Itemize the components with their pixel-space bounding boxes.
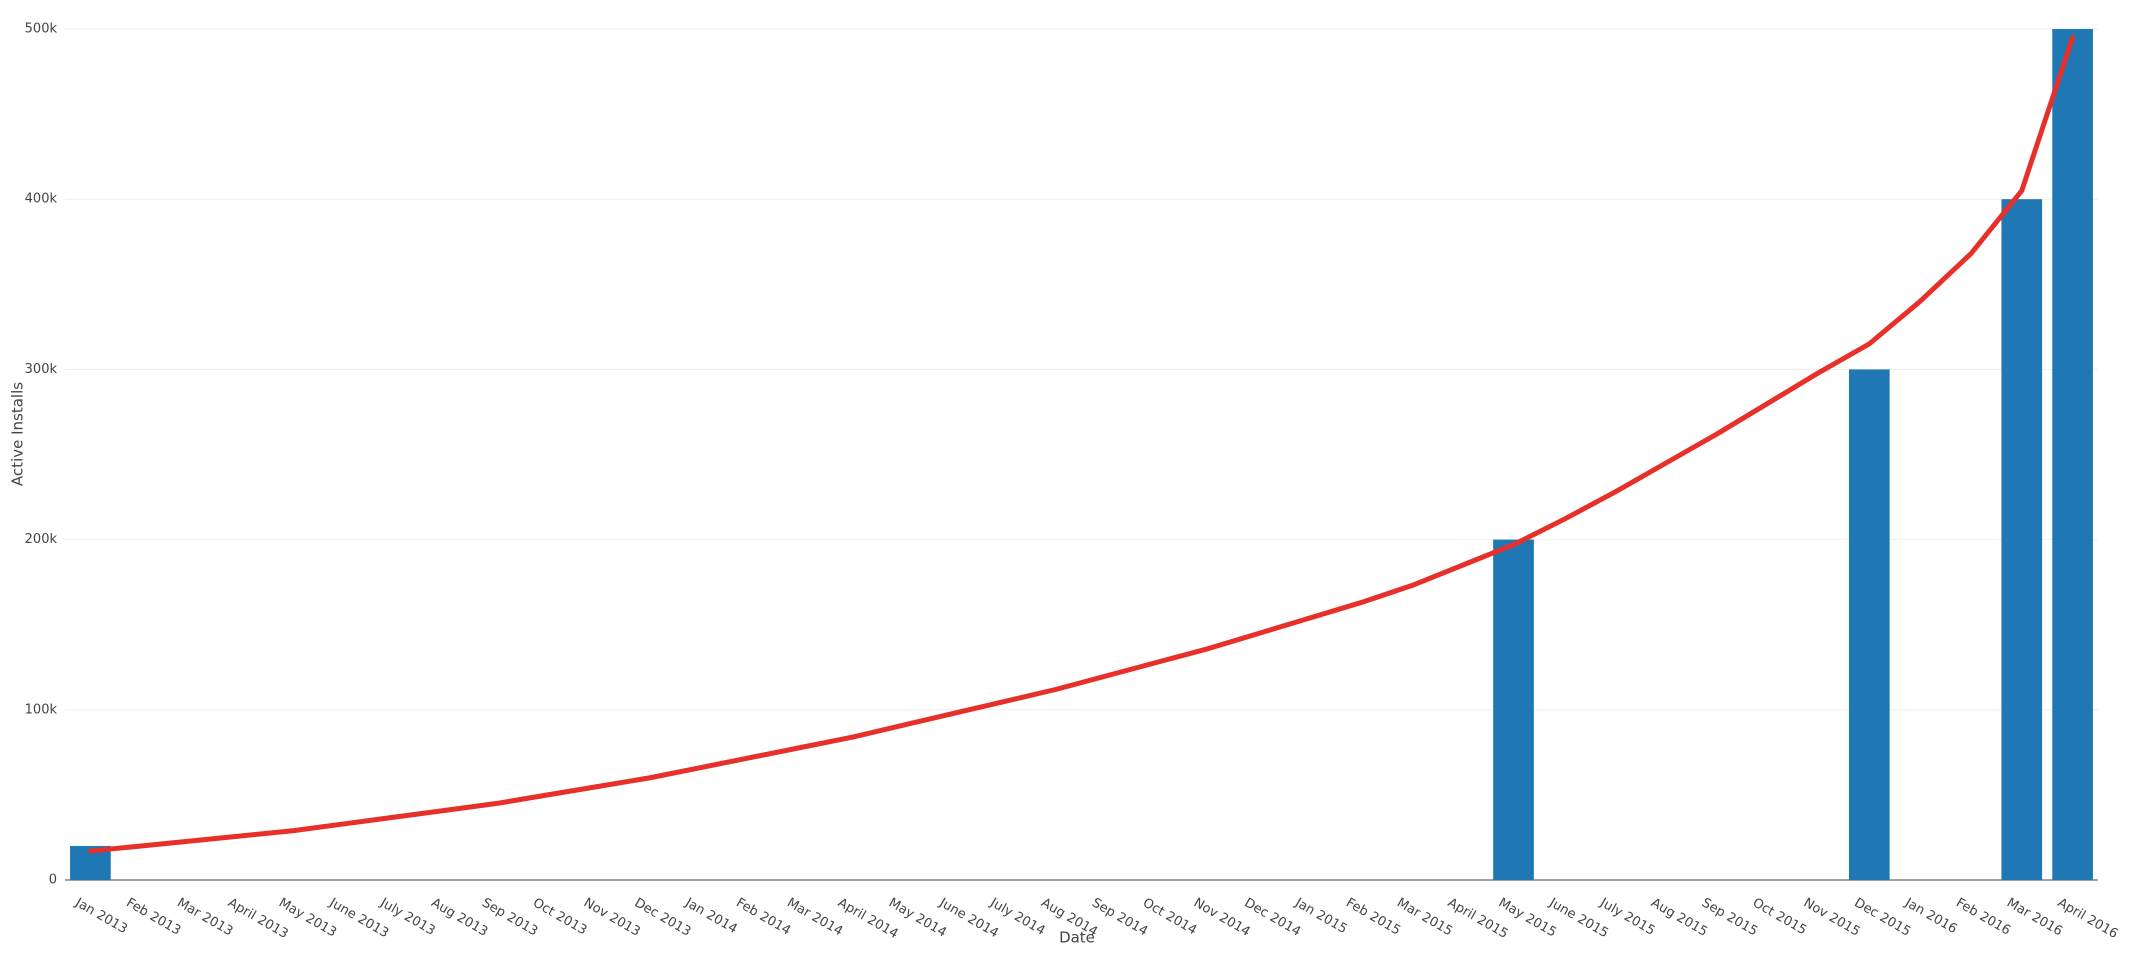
x-tick-label: Nov 2014 <box>1191 896 1253 940</box>
x-tick-label: Mar 2013 <box>174 896 235 940</box>
y-tick-label: 300k <box>25 362 58 377</box>
y-tick-label: 0 <box>49 873 57 888</box>
x-tick-label: Feb 2014 <box>733 896 793 939</box>
x-tick-label: Mar 2016 <box>2004 896 2065 940</box>
x-tick-label: Aug 2013 <box>428 896 490 940</box>
x-tick-label: Mar 2015 <box>1394 896 1455 940</box>
trend-line <box>87 35 2076 854</box>
y-tick-label: 200k <box>25 532 58 547</box>
x-tick-label: Oct 2013 <box>530 896 589 939</box>
bar <box>1848 369 1890 880</box>
y-tick-label: 400k <box>25 192 58 207</box>
x-tick-label: Dec 2015 <box>1852 896 1914 940</box>
x-tick-label: Oct 2014 <box>1140 896 1199 939</box>
x-tick-label: Nov 2013 <box>581 896 643 940</box>
y-axis-title: Active Installs <box>9 382 27 486</box>
x-tick-label: Nov 2015 <box>1801 896 1863 940</box>
y-tick-label: 500k <box>25 22 58 37</box>
x-tick-label: Dec 2014 <box>1242 896 1304 940</box>
bar <box>2052 29 2093 880</box>
x-tick-label: Aug 2015 <box>1648 896 1710 940</box>
y-tick-label: 100k <box>25 702 58 717</box>
x-tick-label: Jan 2013 <box>72 895 130 937</box>
x-tick-label: April 2016 <box>2055 896 2120 942</box>
x-axis-title: Date <box>1059 929 1095 947</box>
x-tick-label: Sep 2014 <box>1089 896 1150 940</box>
x-tick-label: Sep 2015 <box>1699 896 1760 940</box>
bar <box>2001 199 2043 880</box>
x-tick-label: Feb 2016 <box>1953 896 2013 939</box>
x-tick-label: Feb 2015 <box>1343 896 1403 939</box>
x-tick-label: Mar 2014 <box>784 896 845 940</box>
x-tick-label: Sep 2013 <box>479 896 540 940</box>
bar <box>1493 539 1534 880</box>
x-tick-label: Dec 2013 <box>632 896 694 940</box>
x-tick-label: Feb 2013 <box>123 896 183 939</box>
x-tick-label: Oct 2015 <box>1750 896 1809 939</box>
